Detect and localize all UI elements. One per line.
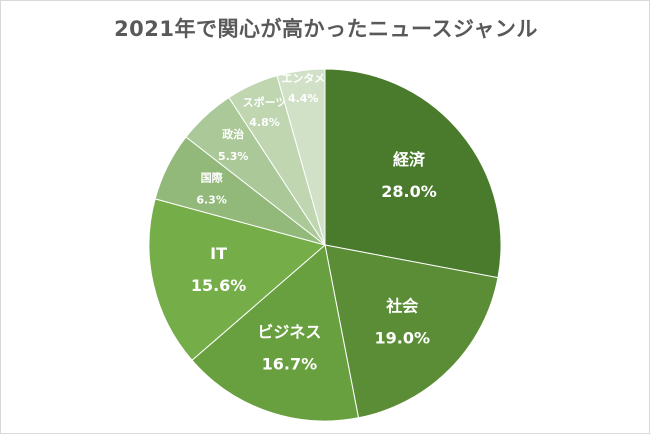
slice-value-label: 5.3% [218, 150, 249, 163]
slice-value-label: 28.0% [381, 182, 437, 201]
slice-category-label: 政治 [222, 127, 244, 141]
pie-slice [276, 68, 326, 246]
slice-value-label: 16.7% [262, 355, 318, 374]
slice-value-label: 4.4% [288, 92, 319, 105]
slice-category-label: IT [210, 244, 227, 263]
slice-category-label: ビジネス [257, 323, 321, 342]
slice-value-label: 15.6% [191, 276, 247, 295]
slice-category-label: 経済 [393, 150, 426, 169]
slice-value-label: 6.3% [196, 193, 227, 206]
slice-category-label: エンタメ [281, 72, 325, 85]
chart-title: 2021年で関心が高かったニュースジャンル [114, 17, 538, 41]
slice-value-label: 19.0% [375, 329, 431, 348]
pie-slice [324, 244, 499, 419]
slice-category-label: 国際 [201, 170, 224, 184]
slice-category-label: スポーツ [243, 95, 287, 109]
pie-slice [148, 198, 327, 361]
slice-value-label: 4.8% [249, 116, 280, 129]
slice-category-label: 社会 [385, 297, 418, 316]
pie-slice [324, 68, 502, 279]
pie-slice [191, 244, 360, 422]
